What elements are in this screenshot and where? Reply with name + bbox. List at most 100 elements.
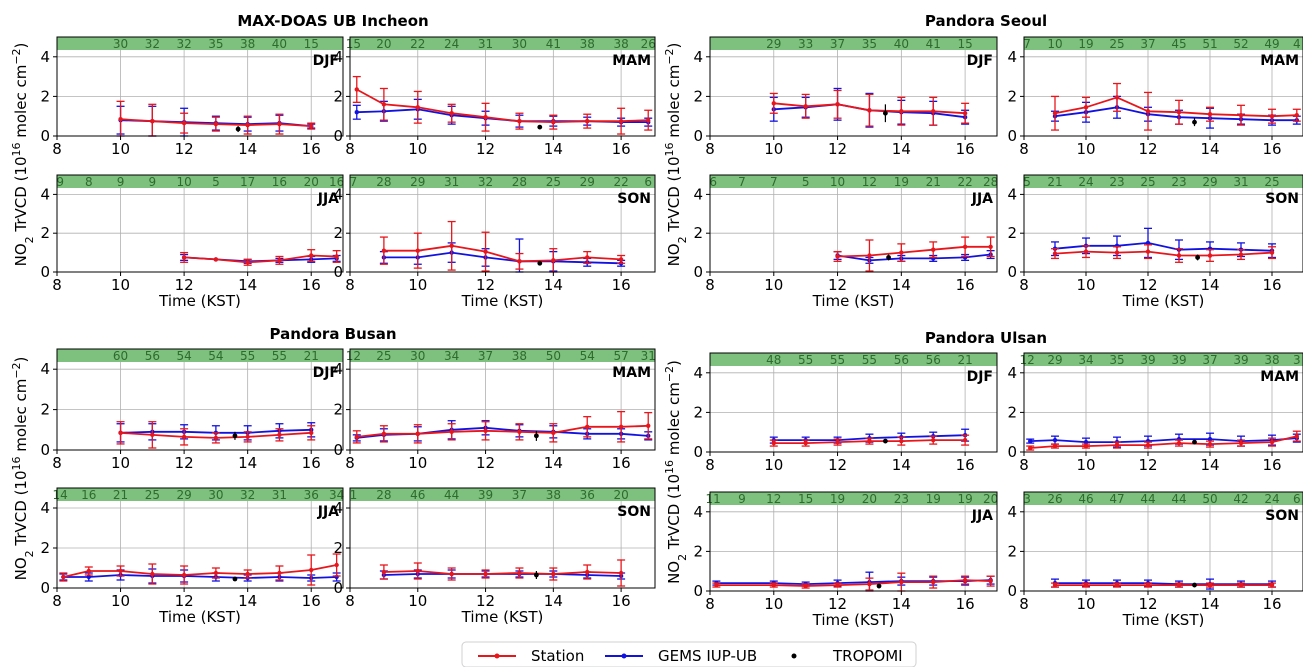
y-axis-label-part: 16 (663, 460, 676, 474)
count-label: 29 (1202, 175, 1217, 189)
data-point (1238, 440, 1244, 446)
y-tick-label: 2 (1007, 542, 1017, 560)
legend-gems-marker (621, 653, 627, 659)
data-point (277, 121, 282, 127)
count-label: 22 (957, 175, 972, 189)
series-line (356, 88, 649, 124)
count-label: 6 (1293, 492, 1301, 506)
data-point (551, 258, 556, 263)
data-point (931, 109, 936, 114)
series-line (356, 108, 649, 123)
count-label: 31 (272, 488, 287, 502)
x-tick-label: 10 (111, 140, 130, 158)
x-tick-label: 14 (892, 456, 911, 474)
count-band (350, 175, 655, 188)
data-point (803, 104, 808, 109)
count-label: 46 (410, 488, 425, 502)
x-axis-label: Time (KST) (1122, 611, 1205, 629)
y-axis-label-part: −2 (10, 362, 23, 378)
data-point (1269, 439, 1275, 445)
y-tick-label: 4 (40, 48, 50, 66)
gems-series (1026, 432, 1301, 448)
count-label: 7 (350, 175, 358, 189)
y-tick-label: 0 (333, 441, 343, 459)
legend: Station GEMS IUP-UB TROPOMI (461, 641, 917, 667)
panel-pandora-busan-mam: 12 25 30 34 37 38 50 54 57 31 MAM 8 10 12 14 16 0 2 4 (333, 348, 656, 472)
count-label: 7 (1023, 37, 1031, 51)
count-label: 30 (113, 37, 128, 51)
x-tick-label: 12 (175, 276, 194, 294)
x-tick-label: 16 (612, 276, 631, 294)
count-label: 5 (802, 175, 810, 189)
season-label: DJF (313, 365, 339, 381)
data-point (483, 571, 488, 577)
data-point (585, 118, 590, 124)
x-tick-label: 12 (1138, 140, 1157, 158)
count-label: 55 (240, 349, 255, 363)
y-tick-label: 2 (333, 539, 343, 557)
y-tick-label: 2 (333, 87, 343, 105)
season-label: MAM (1260, 53, 1299, 69)
x-tick-label: 10 (111, 592, 130, 610)
y-tick-label: 4 (40, 185, 50, 203)
y-tick-label: 2 (1007, 403, 1017, 421)
axes-frame (709, 352, 998, 453)
count-band (710, 175, 997, 188)
y-axis-label-part: 2 (676, 236, 689, 243)
axes-frame (56, 348, 344, 451)
station-series (379, 559, 626, 587)
count-label: 36 (304, 488, 319, 502)
y-axis-label-part: molec cm (665, 65, 683, 143)
series-line (837, 245, 991, 258)
season-label: MAM (1260, 369, 1299, 385)
data-point (181, 434, 187, 440)
count-label: 30 (208, 488, 223, 502)
data-point (867, 108, 872, 113)
count-label: 21 (926, 175, 941, 189)
count-label: 7 (738, 175, 746, 189)
count-label: 1 (350, 488, 358, 502)
y-tick-label: 2 (1007, 224, 1017, 242)
panel-pandora-busan-jja: 14 16 21 25 29 30 32 31 36 34 JJA 8 10 12 14 16 0 2 4 Time … (40, 487, 344, 626)
count-label: 24 (444, 37, 459, 51)
station-series (180, 249, 341, 266)
axes-frame (56, 174, 344, 273)
tropomi-point (537, 260, 543, 266)
x-tick-label: 16 (302, 140, 321, 158)
data-point (381, 248, 387, 253)
series-line (356, 424, 649, 438)
y-tick-label: 0 (693, 443, 703, 461)
count-label: 25 (1140, 175, 1155, 189)
data-point (517, 118, 522, 124)
x-tick-label: 16 (1262, 595, 1281, 613)
tropomi-point (1192, 582, 1197, 588)
axes-frame (349, 487, 656, 589)
y-tick-label: 0 (693, 127, 703, 145)
data-point (118, 430, 123, 436)
y-tick-label: 2 (693, 542, 703, 560)
axes-frame (56, 487, 344, 589)
data-point (483, 249, 488, 254)
x-tick-label: 14 (1200, 595, 1219, 613)
axes-frame (709, 491, 998, 592)
count-label: 55 (830, 353, 845, 367)
data-point (618, 257, 624, 262)
count-label: 32 (240, 488, 255, 502)
data-point (309, 253, 314, 258)
count-label: 37 (1202, 353, 1217, 367)
data-point (1052, 443, 1058, 449)
data-point (585, 255, 590, 260)
x-tick-label: 10 (764, 456, 783, 474)
data-point (517, 259, 522, 264)
data-point (415, 248, 420, 253)
data-point (835, 582, 840, 588)
count-label: 31 (444, 175, 459, 189)
count-label: 22 (613, 175, 628, 189)
count-label: 54 (208, 349, 223, 363)
count-label: 29 (580, 175, 595, 189)
y-tick-label: 4 (40, 499, 50, 517)
x-tick-label: 16 (1262, 276, 1281, 294)
data-point (867, 253, 872, 258)
y-tick-label: 0 (1007, 263, 1017, 281)
